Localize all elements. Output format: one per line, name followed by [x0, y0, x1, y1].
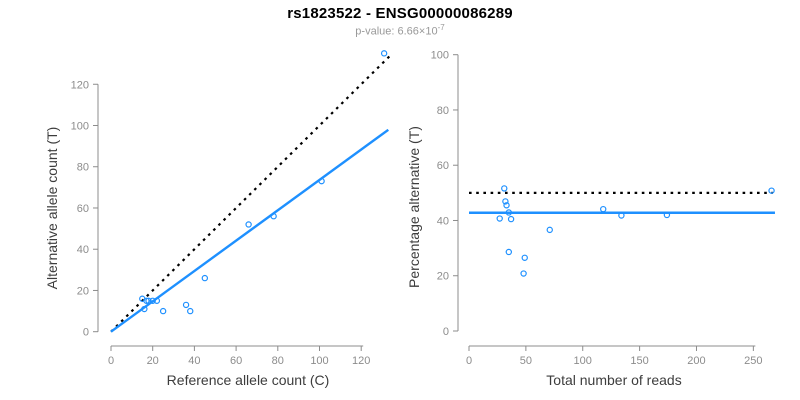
x-tick-label: 150: [630, 355, 648, 367]
x-tick-label: 100: [574, 355, 592, 367]
data-point: [768, 187, 775, 194]
y-tick-label: 100: [71, 121, 89, 133]
figure-title: rs1823522 - ENSG00000086289: [287, 5, 513, 22]
y-tick-label: 40: [437, 215, 449, 227]
data-point: [502, 198, 509, 205]
x-tick-label: 40: [188, 355, 200, 367]
x-tick-label: 0: [108, 355, 114, 367]
figure-header: rs1823522 - ENSG00000086289 p-value: 6.6…: [0, 0, 800, 38]
y-tick-label: 40: [77, 244, 89, 256]
y-tick-label: 120: [71, 79, 89, 91]
data-point: [505, 209, 513, 216]
data-point: [141, 305, 148, 313]
data-point: [153, 297, 161, 304]
data-point: [496, 215, 503, 222]
allele-count-scatter: 0 20 40 60 80 100 120 0 20 40 60 80 100 120 Reference …: [44, 50, 392, 388]
x-tick-label: 60: [230, 355, 242, 367]
x-tick-label: 20: [147, 355, 159, 367]
pvalue-exponent: -7: [437, 23, 445, 32]
y-tick-label: 60: [77, 203, 89, 215]
x-tick-label: 200: [687, 355, 705, 367]
data-point: [380, 50, 388, 57]
data-point: [245, 221, 252, 228]
y-tick-label: 20: [77, 285, 89, 297]
y-axis-title: Alternative allele count (T): [44, 127, 60, 290]
data-point: [501, 185, 508, 192]
data-point: [505, 248, 513, 256]
data-point: [618, 212, 625, 219]
data-point: [143, 297, 150, 304]
y-axis-title: Percentage alternative (T): [406, 126, 422, 288]
data-point: [182, 301, 190, 309]
y-tick-label: 60: [437, 160, 449, 172]
y-tick-label: 20: [437, 271, 449, 283]
data-point: [145, 297, 152, 304]
x-axis-title: Total number of reads: [546, 372, 681, 388]
fit-line: [110, 128, 390, 333]
x-tick-label: 80: [272, 355, 284, 367]
x-axis-title: Reference allele count (C): [167, 372, 330, 388]
data-point: [159, 307, 167, 315]
data-point: [187, 307, 194, 315]
y-tick-label: 80: [437, 105, 449, 117]
y-tick-label: 0: [83, 327, 89, 339]
data-point: [149, 297, 156, 304]
y-tick-label: 0: [443, 326, 449, 338]
y-tick-label: 100: [431, 50, 449, 62]
data-point: [663, 211, 671, 219]
percentage-alternative-scatter: 0 50 100 150 200 250 0 20 40 60 80 100 Total number …: [406, 50, 775, 388]
x-tick-label: 250: [744, 355, 762, 367]
y-tick-label: 80: [77, 162, 89, 174]
data-point: [520, 270, 527, 277]
data-point: [503, 202, 510, 209]
data-point: [507, 215, 515, 223]
data-point: [546, 226, 553, 234]
data-point: [521, 254, 528, 261]
x-tick-label: 50: [520, 355, 532, 367]
data-point: [270, 213, 277, 220]
x-tick-label: 120: [352, 355, 370, 367]
pvalue-text: p-value: 6.66×10: [355, 25, 438, 38]
figure-subtitle: p-value: 6.66×10-7: [0, 23, 800, 38]
data-point: [600, 205, 607, 213]
data-point: [318, 177, 325, 185]
data-point: [201, 274, 209, 282]
identity-line: [110, 54, 392, 333]
x-tick-label: 0: [466, 355, 472, 367]
x-tick-label: 100: [310, 355, 328, 367]
